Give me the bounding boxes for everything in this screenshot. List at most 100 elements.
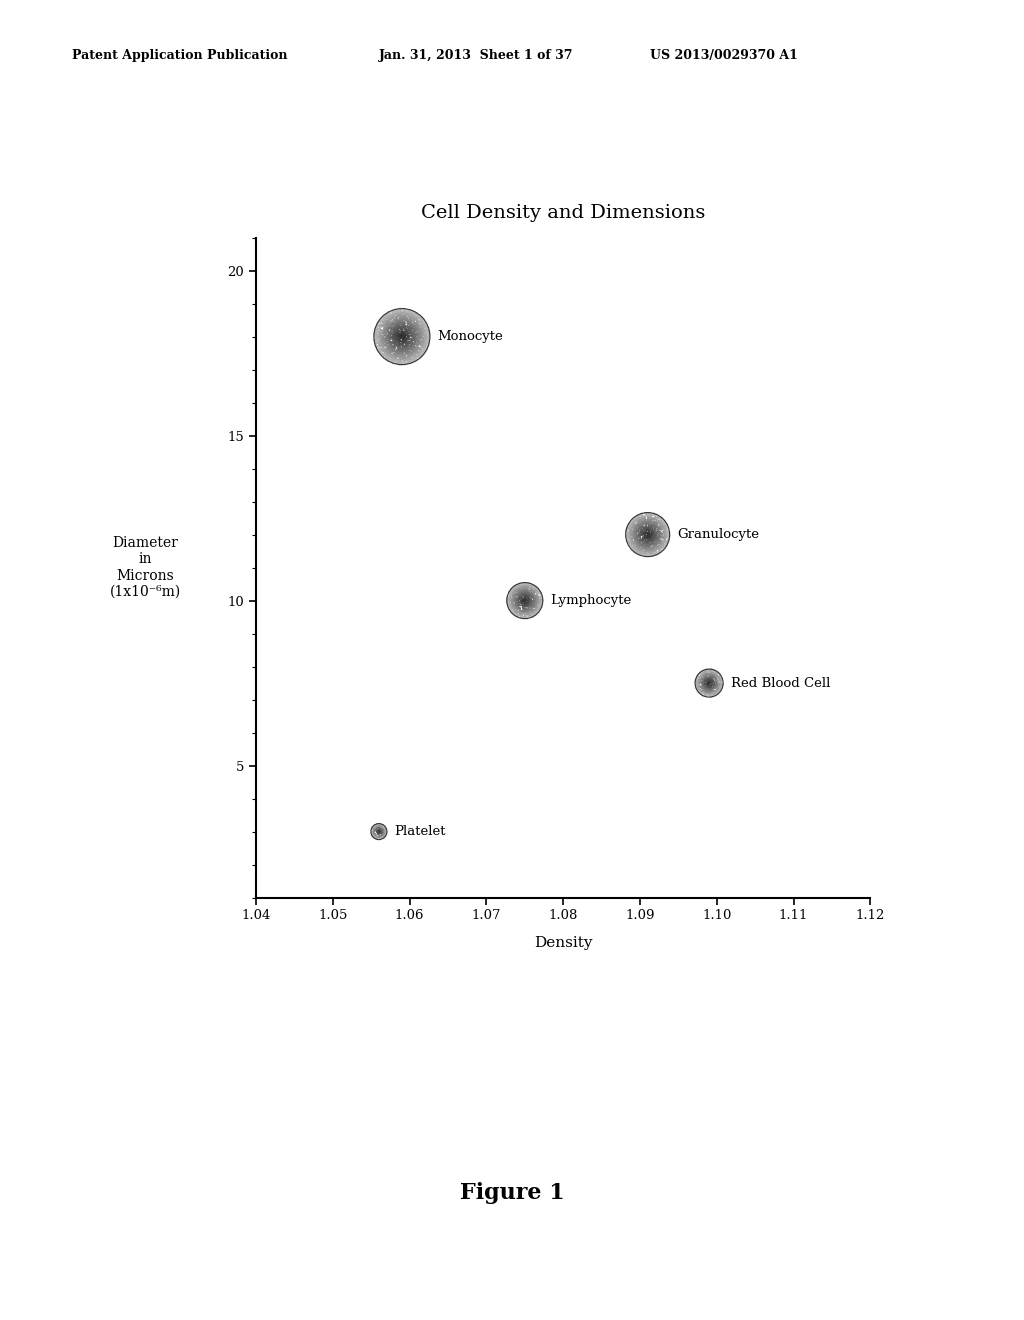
Point xyxy=(378,305,394,326)
Point xyxy=(512,599,528,620)
Point xyxy=(626,533,642,554)
Point xyxy=(711,678,727,700)
Point xyxy=(522,601,539,622)
Point xyxy=(386,309,402,330)
Point xyxy=(368,333,384,354)
Point xyxy=(506,599,522,620)
Point xyxy=(637,536,653,557)
Point xyxy=(528,581,545,602)
Point xyxy=(406,301,422,322)
Point xyxy=(390,300,407,321)
Point xyxy=(699,677,716,698)
Point xyxy=(414,330,430,351)
Point xyxy=(642,529,658,550)
Point xyxy=(618,525,635,546)
Point xyxy=(381,325,397,346)
Point xyxy=(651,543,668,564)
Point xyxy=(379,306,395,327)
Point xyxy=(516,589,532,610)
Point xyxy=(630,539,646,560)
Point xyxy=(397,347,414,368)
Point xyxy=(535,594,551,615)
Point xyxy=(369,333,385,354)
Point xyxy=(525,581,542,602)
Point xyxy=(700,676,717,697)
Point xyxy=(398,335,415,356)
Point xyxy=(642,506,658,527)
Point xyxy=(642,517,658,539)
Point xyxy=(409,323,425,345)
Point xyxy=(658,516,675,537)
Point xyxy=(375,338,391,359)
Point xyxy=(646,524,663,545)
Point xyxy=(403,302,420,323)
Point xyxy=(408,302,424,323)
Point xyxy=(624,533,640,554)
Point xyxy=(415,325,431,346)
Point xyxy=(517,602,534,623)
Point xyxy=(637,537,653,558)
Point xyxy=(387,309,403,330)
Point xyxy=(398,342,415,363)
Point xyxy=(649,521,666,543)
Point xyxy=(527,603,544,624)
Point xyxy=(416,339,432,360)
Point xyxy=(623,527,639,548)
Point xyxy=(706,676,722,697)
Point xyxy=(377,341,393,362)
Point xyxy=(623,520,639,541)
Point xyxy=(623,517,639,539)
Point xyxy=(409,331,425,352)
Point xyxy=(396,339,413,360)
Point xyxy=(658,532,675,553)
Point xyxy=(514,601,530,622)
Point xyxy=(624,531,640,552)
Point xyxy=(391,326,408,347)
Point xyxy=(383,339,399,360)
Point xyxy=(420,323,436,345)
Point xyxy=(702,675,719,696)
Point xyxy=(400,335,417,356)
Point xyxy=(390,321,407,342)
Point xyxy=(631,506,647,527)
Point xyxy=(641,541,657,562)
Point xyxy=(375,327,391,348)
Point xyxy=(514,597,530,618)
Point xyxy=(645,540,662,561)
Point xyxy=(388,315,404,337)
Point xyxy=(404,339,421,360)
Point xyxy=(403,335,420,356)
Point xyxy=(632,513,648,535)
Point xyxy=(646,528,663,549)
Point xyxy=(698,669,715,690)
Point xyxy=(505,593,521,614)
Point xyxy=(382,333,398,354)
Point xyxy=(393,334,410,355)
Point xyxy=(647,517,664,539)
Point xyxy=(651,507,668,528)
Point xyxy=(378,327,394,348)
Point xyxy=(635,536,651,557)
Point xyxy=(638,513,654,535)
Point xyxy=(370,824,386,845)
Point xyxy=(709,681,725,702)
Point xyxy=(510,598,526,619)
Point xyxy=(517,586,534,607)
Point xyxy=(689,673,706,694)
Point xyxy=(648,544,665,565)
Point xyxy=(525,576,542,597)
Point xyxy=(655,527,672,548)
Point xyxy=(401,322,418,343)
Point xyxy=(700,680,717,701)
Point xyxy=(410,330,426,351)
Point xyxy=(646,520,663,541)
Point xyxy=(403,322,420,343)
Point xyxy=(369,333,385,354)
Point xyxy=(369,315,385,337)
Point xyxy=(512,602,528,623)
Point xyxy=(513,595,529,616)
Point xyxy=(374,335,390,356)
Point xyxy=(644,528,660,549)
Point xyxy=(389,314,406,335)
Point xyxy=(701,668,718,689)
